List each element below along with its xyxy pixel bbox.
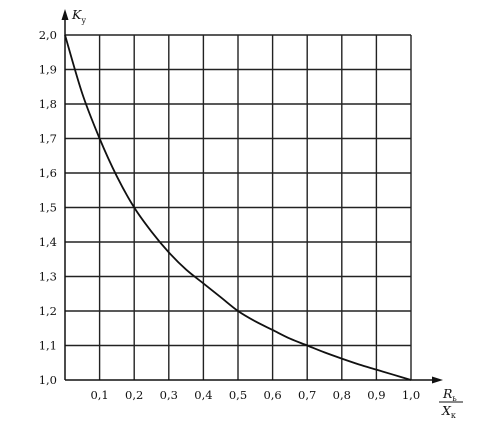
y-axis-label: Kу: [71, 7, 86, 25]
x-axis-label-num-sub: ь: [452, 394, 457, 403]
y-tick-label: 1,4: [39, 235, 57, 249]
x-tick-label: 0,9: [367, 388, 385, 402]
x-axis-label-den-main: X: [441, 403, 452, 418]
y-tick-label: 1,5: [39, 201, 57, 215]
y-axis-arrow: [61, 9, 69, 20]
axes: [61, 9, 443, 384]
y-axis-label-sub: у: [81, 16, 86, 25]
svg-text:Xк: Xк: [441, 403, 456, 420]
x-axis-arrow: [432, 376, 443, 384]
y-tick-label: 1,7: [39, 132, 57, 146]
y-tick-label: 1,2: [39, 304, 57, 318]
y-tick-label: 1,1: [39, 339, 57, 353]
y-tick-label: 1,8: [39, 97, 57, 111]
x-tick-label: 0,3: [160, 388, 178, 402]
y-tick-label: 1,6: [39, 166, 57, 180]
x-axis-label: Rь Xк: [439, 386, 463, 420]
y-tick-label: 1,3: [39, 270, 57, 284]
series-layer: [64, 34, 412, 381]
x-axis-label-num-main: R: [442, 386, 452, 401]
y-tick-label: 2,0: [39, 28, 57, 42]
x-tick-label: 0,4: [194, 388, 212, 402]
x-axis-label-den-sub: к: [451, 411, 456, 420]
x-tick-label: 1,0: [402, 388, 420, 402]
x-tick-label: 0,7: [298, 388, 316, 402]
y-tick-label: 1,0: [39, 373, 57, 387]
y-tick-label: 1,9: [39, 63, 57, 77]
y-axis-label-main: K: [71, 7, 82, 22]
grid: [65, 34, 412, 380]
svg-text:Rь: Rь: [442, 386, 457, 403]
tick-labels: 1,0 1,1 1,2 1,3 1,4 1,5 1,6 1,7 1,8 1,9 2,0 0,1 0,2 0…: [39, 28, 420, 402]
x-tick-label: 0,5: [229, 388, 247, 402]
x-tick-label: 0,2: [125, 388, 143, 402]
x-tick-label: 0,8: [333, 388, 351, 402]
series-line: [64, 34, 412, 381]
x-tick-label: 0,1: [90, 388, 108, 402]
x-tick-label: 0,6: [263, 388, 281, 402]
